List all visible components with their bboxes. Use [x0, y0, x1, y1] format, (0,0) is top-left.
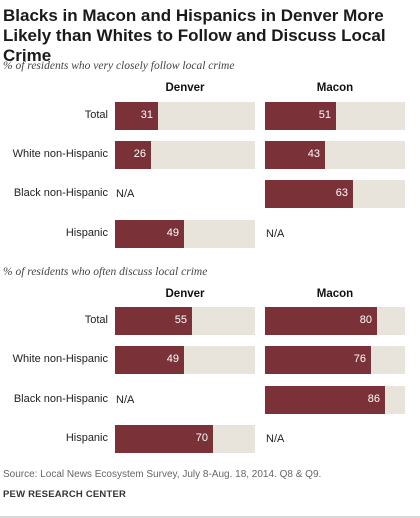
category-label: Hispanic — [65, 432, 108, 444]
bar-denver — [115, 102, 158, 130]
panel-heading-macon: Macon — [316, 82, 354, 94]
category-label: Total — [84, 109, 108, 121]
bar-macon — [265, 102, 336, 130]
panel-heading-denver: Denver — [165, 82, 205, 94]
brand-label: PEW RESEARCH CENTER — [3, 489, 127, 500]
category-label: White non-Hispanic — [12, 353, 108, 365]
bar-track: 55 — [115, 307, 255, 335]
category-label: White non-Hispanic — [12, 148, 108, 160]
category-label: Black non-Hispanic — [13, 393, 108, 405]
bar-value-label: 43 — [307, 148, 320, 160]
bar-value-label: 55 — [174, 314, 187, 326]
na-label: N/A — [266, 433, 285, 445]
bar-macon — [265, 346, 371, 374]
source-note: Source: Local News Ecosystem Survey, Jul… — [3, 469, 322, 480]
bar-value-label: 70 — [195, 432, 208, 444]
bar-macon — [265, 180, 353, 208]
chart-title: Blacks in Macon and Hispanics in Denver … — [3, 6, 386, 65]
bar-macon — [265, 307, 377, 335]
na-label: N/A — [116, 394, 135, 406]
bar-denver — [115, 425, 213, 453]
category-label: Hispanic — [65, 227, 108, 239]
bar-denver — [115, 307, 192, 335]
bar-macon — [265, 386, 385, 414]
bar-track: 51 — [265, 102, 405, 130]
bar-track: 80 — [265, 307, 405, 335]
bar-value-label: 86 — [367, 393, 380, 405]
chart-subtitle: % of residents who very closely follow l… — [3, 60, 235, 72]
bar-track: 86 — [265, 386, 405, 414]
chart-subtitle: % of residents who often discuss local c… — [3, 266, 208, 278]
bar-denver — [115, 141, 151, 169]
panel-heading-macon: Macon — [316, 288, 354, 300]
panel-heading-denver: Denver — [165, 288, 205, 300]
bar-track: 43 — [265, 141, 405, 169]
bar-denver — [115, 346, 184, 374]
bar-track: 70 — [115, 425, 255, 453]
bar-value-label: 76 — [353, 353, 366, 365]
category-label: Total — [84, 314, 108, 326]
bar-track: 49 — [115, 346, 255, 374]
bar-track: 76 — [265, 346, 405, 374]
bar-value-label: 26 — [133, 148, 146, 160]
bar-track: 49 — [115, 220, 255, 248]
bar-value-label: 80 — [359, 314, 372, 326]
bar-value-label: 49 — [166, 227, 179, 239]
bar-value-label: 31 — [140, 109, 153, 121]
na-label: N/A — [116, 188, 135, 200]
bottom-divider — [0, 516, 420, 518]
bar-track: 26 — [115, 141, 255, 169]
bar-value-label: 49 — [166, 353, 179, 365]
bar-track: 63 — [265, 180, 405, 208]
bar-track: 31 — [115, 102, 255, 130]
na-label: N/A — [266, 228, 285, 240]
bar-value-label: 51 — [318, 109, 331, 121]
bar-value-label: 63 — [335, 187, 348, 199]
bar-macon — [265, 141, 325, 169]
category-label: Black non-Hispanic — [13, 187, 108, 199]
bar-denver — [115, 220, 184, 248]
